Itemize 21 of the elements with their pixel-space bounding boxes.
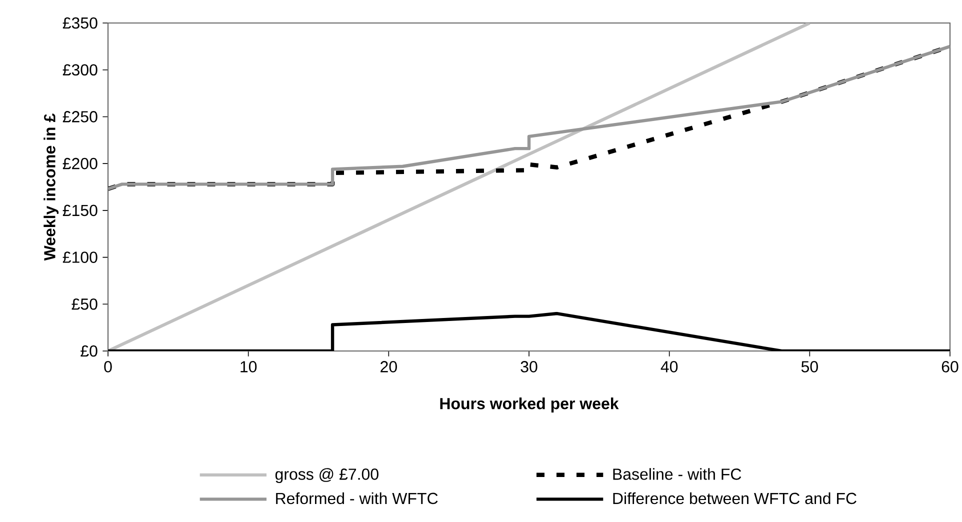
y-tick-label: £200 bbox=[62, 158, 98, 170]
x-tick-label: 0 bbox=[104, 361, 112, 372]
x-tick-label: 50 bbox=[801, 361, 818, 372]
x-tick-label: 40 bbox=[660, 361, 678, 372]
x-axis-title: Hours worked per week bbox=[440, 398, 619, 412]
y-tick-label: £50 bbox=[72, 298, 98, 310]
legend-label: Reformed - with WFTC bbox=[276, 492, 438, 504]
y-tick-label: £0 bbox=[80, 345, 98, 357]
y-tick-label: £300 bbox=[62, 64, 98, 76]
y-tick-label: £100 bbox=[62, 252, 98, 263]
x-tick-label: 30 bbox=[520, 361, 538, 372]
x-tick-label: 60 bbox=[942, 361, 958, 372]
legend-label: Baseline - with FC bbox=[613, 468, 742, 480]
x-tick-label: 20 bbox=[380, 361, 397, 372]
legend-label: Difference between WFTC and FC bbox=[613, 492, 856, 504]
y-tick-label: £250 bbox=[62, 111, 98, 122]
x-tick-label: 10 bbox=[240, 361, 257, 372]
legend-label: gross @ £7.00 bbox=[275, 468, 378, 484]
y-axis-title: Weekly income in £ bbox=[44, 114, 59, 261]
y-tick-label: £150 bbox=[62, 204, 98, 216]
y-tick-label: £350 bbox=[62, 17, 98, 29]
